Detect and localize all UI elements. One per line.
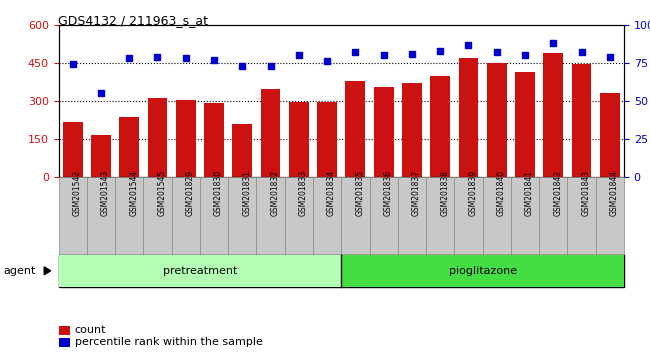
Point [350, 49, 361, 55]
Bar [487, 63, 506, 177]
Bar [120, 118, 139, 177]
Text: GSM201837: GSM201837 [412, 170, 421, 216]
Bar [572, 64, 592, 177]
Text: GSM201838: GSM201838 [440, 170, 449, 216]
Bar [515, 72, 535, 177]
Text: pioglitazone: pioglitazone [448, 266, 517, 276]
Bar [289, 102, 309, 177]
Text: GSM201545: GSM201545 [157, 170, 166, 216]
Bar [204, 103, 224, 177]
Point [124, 56, 135, 61]
Text: GSM201835: GSM201835 [356, 170, 365, 216]
Text: GSM201841: GSM201841 [525, 170, 534, 216]
Text: agent: agent [3, 266, 36, 276]
Point [407, 51, 417, 57]
Text: GSM201832: GSM201832 [270, 170, 280, 216]
Bar [402, 83, 422, 177]
Bar [374, 87, 393, 177]
Text: GSM201839: GSM201839 [469, 170, 478, 216]
Bar [233, 124, 252, 177]
Text: GSM201543: GSM201543 [101, 170, 110, 216]
Bar [63, 122, 83, 177]
Text: GDS4132 / 211963_s_at: GDS4132 / 211963_s_at [58, 14, 209, 27]
Point [152, 54, 162, 59]
Bar [346, 81, 365, 177]
Point [577, 49, 587, 55]
Bar [176, 99, 196, 177]
Text: GSM201831: GSM201831 [242, 170, 252, 216]
Text: percentile rank within the sample: percentile rank within the sample [75, 337, 263, 348]
Bar [459, 58, 478, 177]
Point [604, 54, 615, 59]
Text: GSM201829: GSM201829 [186, 170, 195, 216]
Point [96, 90, 106, 96]
Point [68, 62, 78, 67]
Point [520, 52, 530, 58]
Bar [600, 93, 619, 177]
Text: GSM201844: GSM201844 [610, 170, 619, 216]
Bar [148, 98, 167, 177]
Text: GSM201542: GSM201542 [73, 170, 82, 216]
Point [378, 52, 389, 58]
Point [322, 58, 332, 64]
Bar [261, 90, 280, 177]
Point [548, 40, 558, 46]
Text: GSM201843: GSM201843 [582, 170, 591, 216]
Text: GSM201544: GSM201544 [129, 170, 138, 216]
Point [491, 49, 502, 55]
Text: GSM201833: GSM201833 [299, 170, 308, 216]
Point [294, 52, 304, 58]
Text: count: count [75, 325, 106, 335]
Text: GSM201834: GSM201834 [327, 170, 336, 216]
Text: GSM201840: GSM201840 [497, 170, 506, 216]
Bar [91, 135, 111, 177]
Point [463, 42, 474, 47]
Point [265, 63, 276, 69]
Point [237, 63, 248, 69]
Text: GSM201842: GSM201842 [553, 170, 562, 216]
Text: GSM201836: GSM201836 [384, 170, 393, 216]
Bar [317, 102, 337, 177]
Bar [543, 53, 563, 177]
Text: pretreatment: pretreatment [162, 266, 237, 276]
Point [435, 48, 445, 53]
Point [181, 56, 191, 61]
Point [209, 57, 219, 63]
Text: GSM201830: GSM201830 [214, 170, 223, 216]
Bar [430, 75, 450, 177]
